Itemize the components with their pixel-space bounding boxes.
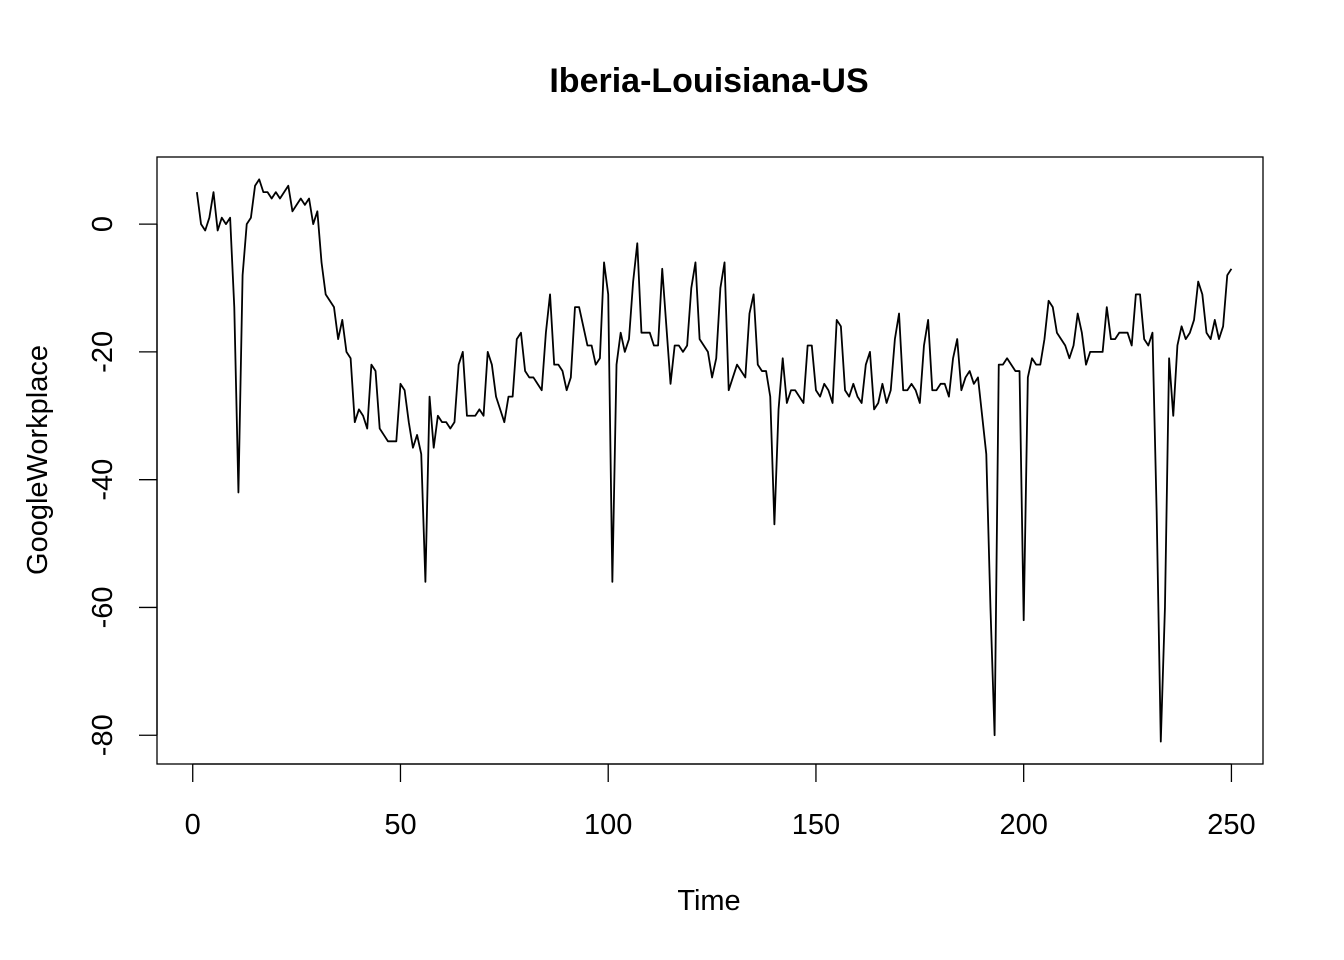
chart-title: Iberia-Louisiana-US (549, 62, 868, 100)
y-axis: 0 -20 -40 -60 -80 (87, 216, 158, 756)
series-layer (195, 178, 1233, 743)
y-tick-label: -40 (87, 459, 119, 501)
x-axis: 0 50 100 150 200 250 (185, 763, 1256, 841)
y-tick-label: -60 (87, 586, 119, 628)
y-axis-label: GoogleWorkplace (22, 345, 54, 575)
x-tick-label: 200 (999, 809, 1047, 841)
series-line (195, 178, 1233, 743)
y-tick-label: 0 (87, 216, 119, 232)
x-tick-label: 50 (384, 809, 416, 841)
x-tick-label: 250 (1207, 809, 1255, 841)
y-tick-label: -80 (87, 714, 119, 756)
y-tick-label: -20 (87, 331, 119, 373)
x-axis-label: Time (677, 885, 740, 917)
x-tick-label: 100 (584, 809, 632, 841)
x-tick-label: 150 (792, 809, 840, 841)
x-tick-label: 0 (185, 809, 201, 841)
